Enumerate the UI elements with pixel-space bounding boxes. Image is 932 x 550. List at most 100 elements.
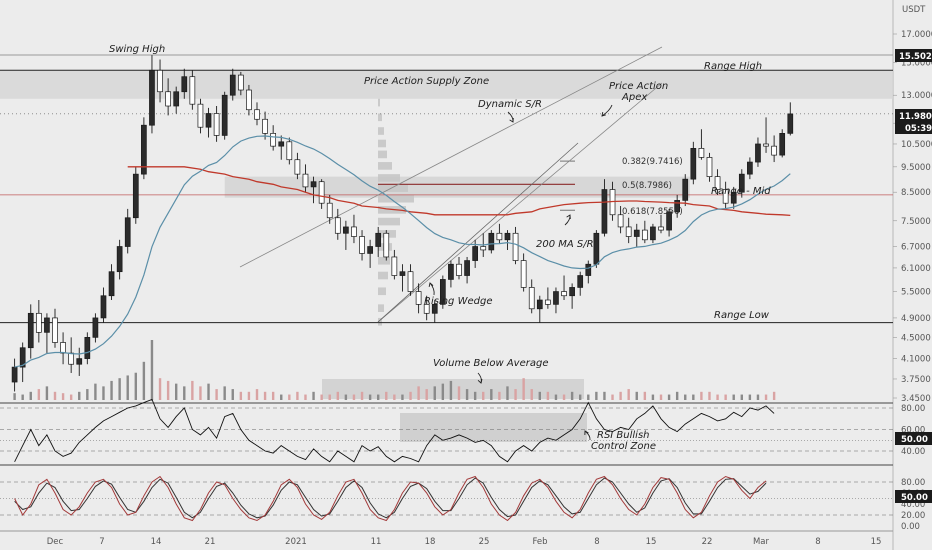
volume-bar: [619, 391, 622, 400]
volume-bar: [716, 394, 719, 400]
volume-bar: [150, 340, 154, 400]
candle-body: [294, 159, 301, 175]
volume-bar: [490, 389, 493, 400]
candle-body: [132, 173, 139, 219]
drawn-lines: [0, 46, 893, 324]
volume-profile-bar: [378, 98, 380, 107]
volume-bar: [336, 391, 339, 400]
ema-line: [14, 135, 791, 368]
volume-bar: [482, 391, 485, 400]
volume-bar: [708, 391, 711, 400]
candle-body: [496, 232, 503, 241]
volume-profile-bar: [378, 184, 408, 192]
candle-body: [92, 317, 99, 338]
volume-bar: [627, 389, 630, 400]
candle-body: [666, 211, 672, 231]
volume-bar: [247, 391, 251, 400]
candle-body: [157, 69, 163, 93]
annotation-200ma-sr: 200 MA S/R: [536, 239, 594, 250]
volume-bar: [368, 394, 372, 400]
volume-bar: [740, 394, 743, 400]
wedge-lower-line: [377, 82, 663, 323]
rsi-axis-label: 80.00: [901, 404, 925, 414]
annotation-rising-wedge: Rising Wedge: [424, 296, 492, 307]
rsi-value-tag: [895, 432, 932, 445]
price-axis-label: 7.5000: [901, 217, 931, 227]
current-price-tag: [895, 109, 932, 134]
volume-bar: [393, 394, 396, 400]
candle-body: [763, 143, 769, 147]
price-axis-label: 4.5000: [901, 333, 931, 343]
volume-profile-bar: [378, 217, 400, 226]
volume-bar: [667, 394, 671, 400]
stoch-k-line: [14, 475, 767, 522]
candle-body: [359, 236, 365, 254]
fib-label-0618: 0.618(7.8556): [622, 207, 683, 217]
candle-body: [585, 263, 592, 276]
volume-bar: [61, 393, 65, 400]
candle-body: [60, 342, 66, 354]
candle-body: [561, 291, 567, 297]
candle-body: [326, 202, 333, 219]
volume-bar: [110, 380, 113, 400]
volume-bar: [675, 391, 679, 400]
volume-bar: [344, 394, 348, 400]
volume-bar: [215, 389, 218, 400]
rsi-axis-label: 60.00: [901, 426, 925, 436]
volume-below-average-box: [322, 379, 584, 399]
candle-body: [787, 113, 794, 134]
volume-bar: [603, 391, 606, 400]
fib-label-05: 0.5(8.7986): [622, 181, 672, 191]
volume-bar: [263, 391, 267, 400]
candle-body: [367, 246, 373, 254]
stoch-pane: [0, 475, 893, 522]
candle-body: [528, 287, 535, 310]
volume-bar: [191, 380, 194, 400]
candle-body: [197, 103, 204, 128]
volume-bar: [13, 393, 16, 400]
volume-bar: [748, 394, 752, 400]
candle-body: [399, 271, 406, 276]
volume-bar: [538, 391, 541, 400]
candles: [11, 55, 794, 392]
candle-body: [149, 69, 155, 126]
volume-bar: [562, 394, 566, 400]
volume-bar: [175, 383, 178, 400]
volume-bar: [377, 394, 380, 400]
volume-bar: [126, 375, 129, 400]
volume-bar: [142, 361, 146, 400]
candle-body: [254, 109, 260, 120]
price-axis-label: 13.0000: [901, 91, 932, 101]
arrow-volume-head: [477, 379, 483, 384]
candle-body: [383, 232, 390, 258]
candle-body: [423, 304, 430, 314]
annotation-apex-line1: Price Action: [609, 81, 668, 92]
candle-body: [375, 232, 382, 247]
volume-bar: [732, 394, 735, 400]
stoch-axis-label: 20.00: [901, 511, 925, 521]
candle-body: [536, 299, 543, 310]
candle-body: [229, 74, 236, 96]
volume-bars: [13, 340, 776, 400]
candle-body: [124, 217, 131, 247]
stoch-axis-label: 0.00: [901, 522, 920, 532]
volume-bar: [506, 386, 509, 400]
stoch-axis-label: 80.00: [901, 478, 925, 488]
stoch-axis-label: 40.00: [901, 500, 925, 510]
candle-body: [658, 226, 664, 231]
candle-body: [456, 263, 462, 276]
candle-body: [747, 161, 753, 175]
supply-zone-band: [0, 70, 893, 99]
candle-body: [771, 145, 777, 156]
volume-bar: [352, 394, 356, 400]
candle-body: [569, 287, 575, 297]
candle-body: [318, 181, 325, 204]
volume-bar: [651, 394, 655, 400]
volume-bar: [684, 394, 687, 400]
candle-body: [480, 246, 487, 251]
annotation-range-low: Range Low: [714, 310, 770, 321]
candle-body: [641, 229, 648, 241]
volume-bar: [473, 391, 477, 400]
volume-bar: [239, 391, 243, 400]
